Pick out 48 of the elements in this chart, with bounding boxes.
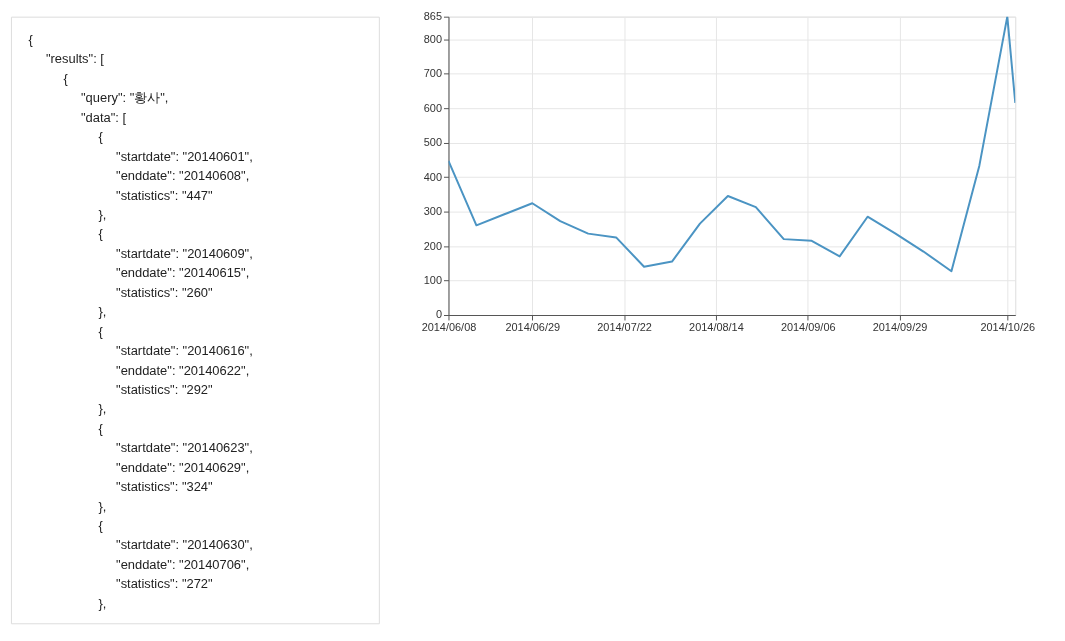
- text: {: [98, 420, 104, 436]
- text: {: [98, 518, 104, 534]
- text: "results": [: [45, 51, 105, 67]
- text: "statistics": "260": [116, 284, 213, 300]
- y-tick-label: 300: [423, 205, 443, 218]
- text: },: [98, 206, 107, 222]
- text: "startdate": "20140623",: [116, 440, 253, 456]
- y-tick-label: 400: [423, 170, 443, 183]
- line-series: [448, 16, 1016, 273]
- text: "data": [: [81, 109, 127, 125]
- x-tick-label: 2014/06/29: [505, 321, 561, 334]
- x-tick-label: 2014/06/08: [421, 321, 477, 334]
- text: "enddate": "20140608",: [116, 168, 250, 184]
- y-tick-label: 200: [423, 239, 443, 252]
- text: "startdate": "20140630",: [116, 537, 253, 553]
- text: {: [98, 226, 104, 242]
- text: {: [98, 129, 104, 145]
- text: {: [63, 70, 69, 86]
- text: "enddate": "20140629",: [116, 459, 250, 475]
- text: {: [28, 31, 34, 47]
- x-tick-label: 2014/08/14: [689, 321, 744, 334]
- text: },: [98, 401, 107, 417]
- text: "statistics": "272": [116, 576, 213, 592]
- text: },: [98, 595, 107, 611]
- text: "query": "황사",: [81, 90, 169, 106]
- y-tick-label: 600: [423, 101, 443, 114]
- text: "startdate": "20140601",: [116, 148, 253, 164]
- x-tick-label: 2014/10/26: [980, 321, 1036, 334]
- text: "statistics": "324": [116, 479, 213, 495]
- text: },: [98, 498, 107, 514]
- x-tick-label: 2014/09/29: [872, 321, 928, 334]
- y-tick-label: 0: [435, 308, 443, 321]
- text: "enddate": "20140615",: [116, 265, 250, 281]
- text: "statistics": "447": [116, 187, 213, 203]
- text: "startdate": "20140616",: [116, 343, 253, 359]
- x-tick-label: 2014/09/06: [780, 321, 836, 334]
- text: "enddate": "20140622",: [116, 362, 250, 378]
- y-tick-label: 700: [423, 67, 443, 80]
- y-tick-label: 865: [423, 10, 443, 23]
- y-tick-label: 800: [423, 32, 443, 45]
- text: "statistics": "292": [116, 381, 213, 397]
- text: },: [98, 304, 107, 320]
- y-tick-label: 100: [423, 274, 443, 286]
- text: "startdate": "20140609",: [116, 245, 253, 261]
- x-tick-label: 2014/07/22: [597, 321, 652, 334]
- text: "enddate": "20140706",: [116, 556, 250, 572]
- y-tick-label: 500: [423, 136, 443, 149]
- text: {: [98, 323, 104, 339]
